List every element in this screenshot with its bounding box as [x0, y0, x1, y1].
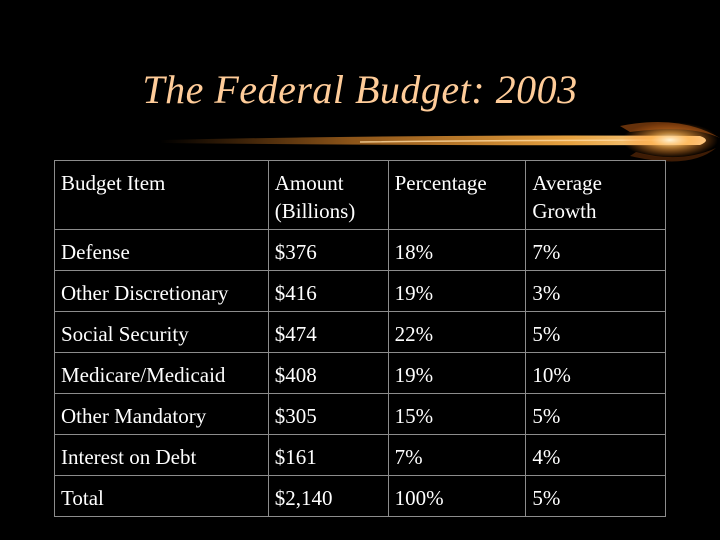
- cell-amount: $416: [267, 270, 389, 312]
- cell-percentage: 22%: [387, 311, 527, 353]
- cell-budget-item: Medicare/Medicaid: [54, 352, 269, 394]
- cell-percentage: 19%: [387, 270, 527, 312]
- slide-title: The Federal Budget: 2003: [142, 67, 578, 112]
- column-header-budget-item: Budget Item: [54, 160, 269, 230]
- table-header-row: Budget Item Amount (Billions) Percentage…: [54, 160, 666, 230]
- column-header-amount: Amount (Billions): [267, 160, 389, 230]
- cell-budget-item: Other Mandatory: [54, 393, 269, 435]
- cell-budget-item: Defense: [54, 229, 269, 271]
- table-row-total: Total $2,140 100% 5%: [54, 475, 666, 517]
- table-row: Social Security $474 22% 5%: [54, 311, 666, 353]
- table-row: Defense $376 18% 7%: [54, 229, 666, 271]
- cell-percentage: 100%: [387, 475, 527, 517]
- cell-amount: $408: [267, 352, 389, 394]
- cell-average-growth: 3%: [525, 270, 666, 312]
- cell-budget-item: Total: [54, 475, 269, 517]
- cell-amount: $474: [267, 311, 389, 353]
- comet-flare-decoration: [160, 122, 720, 162]
- cell-average-growth: 5%: [525, 311, 666, 353]
- cell-budget-item: Other Discretionary: [54, 270, 269, 312]
- cell-budget-item: Interest on Debt: [54, 434, 269, 476]
- cell-average-growth: 5%: [525, 393, 666, 435]
- cell-amount: $376: [267, 229, 389, 271]
- column-header-percentage: Percentage: [387, 160, 527, 230]
- table-row: Interest on Debt $161 7% 4%: [54, 434, 666, 476]
- table-row: Medicare/Medicaid $408 19% 10%: [54, 352, 666, 394]
- cell-budget-item: Social Security: [54, 311, 269, 353]
- table-row: Other Discretionary $416 19% 3%: [54, 270, 666, 312]
- table-row: Other Mandatory $305 15% 5%: [54, 393, 666, 435]
- cell-average-growth: 7%: [525, 229, 666, 271]
- cell-percentage: 7%: [387, 434, 527, 476]
- budget-table: Budget Item Amount (Billions) Percentage…: [54, 160, 666, 517]
- cell-average-growth: 10%: [525, 352, 666, 394]
- cell-average-growth: 4%: [525, 434, 666, 476]
- cell-amount: $161: [267, 434, 389, 476]
- cell-amount: $305: [267, 393, 389, 435]
- cell-percentage: 15%: [387, 393, 527, 435]
- cell-average-growth: 5%: [525, 475, 666, 517]
- cell-percentage: 18%: [387, 229, 527, 271]
- cell-percentage: 19%: [387, 352, 527, 394]
- cell-amount: $2,140: [267, 475, 389, 517]
- column-header-average-growth: Average Growth: [525, 160, 666, 230]
